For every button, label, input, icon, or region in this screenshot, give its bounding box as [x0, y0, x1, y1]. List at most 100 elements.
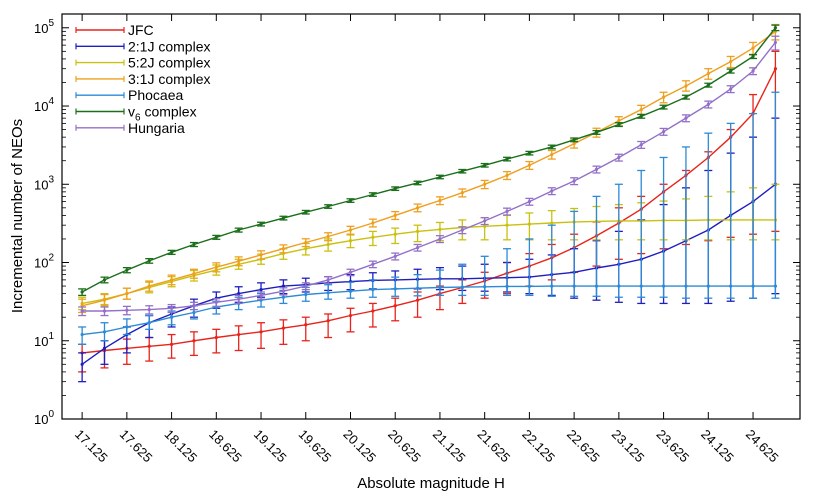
y-tick-label: 100 — [34, 409, 54, 427]
data-point — [684, 84, 688, 88]
data-point — [550, 189, 554, 193]
data-point — [125, 308, 129, 312]
data-point — [572, 138, 576, 142]
x-tick-label: 18.625 — [206, 427, 245, 466]
data-point — [259, 253, 263, 257]
data-point — [505, 157, 509, 161]
data-point — [773, 67, 778, 71]
data-point — [237, 228, 241, 232]
legend-label: v6 complex — [128, 104, 197, 124]
data-point — [483, 219, 487, 223]
data-point — [281, 284, 285, 288]
data-point — [639, 108, 643, 112]
series-line — [81, 219, 776, 305]
data-point — [348, 198, 353, 203]
data-point — [169, 250, 174, 254]
series-5 — [78, 24, 780, 297]
data-point — [192, 272, 196, 276]
data-point — [259, 288, 263, 292]
data-point — [729, 284, 733, 288]
data-point — [505, 209, 509, 214]
data-point — [505, 223, 509, 227]
data-point — [572, 142, 576, 146]
data-point — [214, 300, 218, 304]
data-point — [371, 235, 375, 239]
data-point — [639, 114, 643, 118]
data-point — [259, 293, 263, 297]
data-point — [550, 152, 554, 157]
data-point — [438, 227, 442, 231]
data-point — [729, 87, 733, 91]
data-point — [371, 192, 375, 197]
y-tick-label: 103 — [34, 174, 54, 192]
data-point — [147, 259, 151, 263]
data-point — [751, 69, 755, 73]
data-point — [169, 315, 174, 319]
data-point — [550, 284, 554, 288]
data-point — [102, 278, 107, 282]
data-point — [393, 287, 397, 291]
data-point — [237, 332, 241, 337]
data-point — [102, 298, 107, 302]
legend-label: 5:2J complex — [128, 55, 210, 71]
series-line — [81, 30, 776, 307]
x-tick-label: 18.125 — [161, 427, 200, 466]
data-point — [773, 40, 778, 45]
data-point — [304, 240, 308, 245]
data-point — [773, 26, 778, 30]
data-point — [438, 237, 442, 241]
data-point — [348, 239, 353, 243]
data-point — [393, 213, 397, 218]
legend-item: 5:2J complex — [75, 55, 210, 71]
data-point — [415, 206, 420, 210]
series-4 — [78, 91, 780, 345]
legend-item: Phocaea — [75, 87, 183, 103]
data-point — [326, 234, 330, 239]
data-point — [393, 254, 397, 258]
data-point — [348, 228, 353, 232]
data-point — [192, 242, 196, 247]
data-point — [706, 71, 710, 76]
legend-item: 2:1J complex — [75, 38, 210, 54]
x-tick-label: 17.625 — [117, 427, 156, 466]
data-point — [281, 216, 285, 220]
series-line — [81, 27, 776, 293]
data-point — [147, 284, 151, 288]
data-point — [661, 105, 666, 109]
data-point — [348, 270, 353, 274]
data-point — [281, 289, 285, 293]
data-point — [237, 297, 241, 301]
data-point — [594, 284, 599, 288]
data-point — [505, 173, 509, 177]
series-line — [82, 285, 776, 336]
data-point — [371, 221, 375, 225]
legend-label: Hungaria — [128, 120, 185, 136]
plot-frame — [61, 13, 801, 420]
data-point — [617, 284, 621, 288]
data-point — [102, 330, 107, 334]
data-point — [639, 284, 643, 288]
data-point — [617, 122, 621, 127]
data-point — [460, 169, 464, 173]
data-point — [237, 259, 241, 263]
x-tick-label: 24.625 — [743, 427, 782, 466]
y-tick-label: 104 — [34, 96, 54, 114]
data-point — [80, 309, 84, 313]
data-point — [237, 292, 241, 296]
x-tick-label: 24.125 — [698, 427, 737, 466]
data-point — [527, 284, 532, 289]
data-point — [304, 323, 308, 327]
data-point — [706, 102, 710, 106]
x-tick-label: 23.125 — [609, 427, 648, 466]
data-point — [550, 221, 554, 225]
data-point — [326, 242, 330, 247]
data-point — [371, 288, 375, 292]
series-line — [81, 183, 776, 365]
data-point — [751, 284, 755, 288]
data-point — [125, 325, 129, 329]
data-point — [460, 191, 464, 195]
legend-label: 3:1J complex — [128, 71, 210, 87]
data-point — [371, 309, 375, 313]
data-point — [483, 224, 487, 228]
